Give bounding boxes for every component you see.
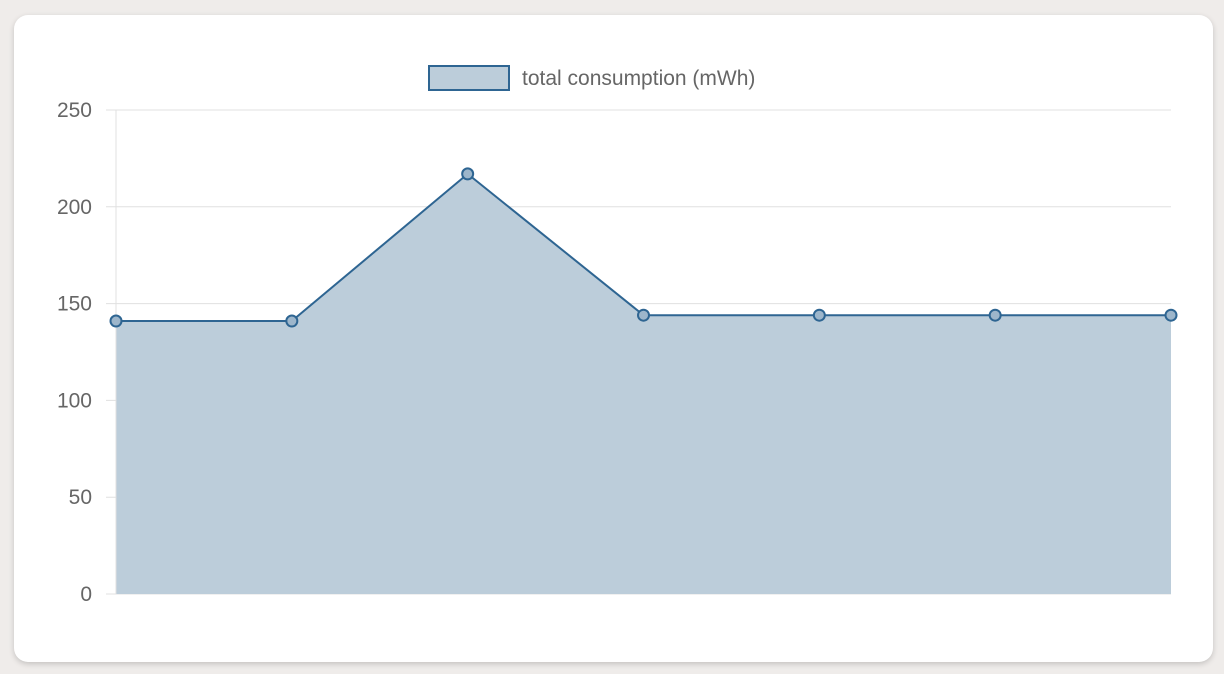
y-tick-label: 150 <box>57 293 92 316</box>
y-tick-label: 100 <box>57 389 92 412</box>
y-tick-label: 0 <box>80 583 92 606</box>
data-points <box>109 167 1178 328</box>
y-tick-label: 50 <box>69 486 92 509</box>
y-tick-label: 250 <box>57 99 92 122</box>
y-tick-labels: 0 50 100 150 200 250 <box>57 99 92 606</box>
legend-label[interactable]: total consumption (mWh) <box>522 67 755 90</box>
data-point <box>461 167 475 181</box>
data-point <box>988 308 1002 322</box>
data-point <box>109 314 123 328</box>
data-point <box>1164 308 1178 322</box>
series-area-layer <box>116 172 1171 594</box>
y-tick-label: 200 <box>57 196 92 219</box>
series-line <box>116 172 1171 323</box>
legend-swatch[interactable] <box>428 65 510 91</box>
data-point <box>285 314 299 328</box>
data-point <box>637 308 650 322</box>
legend[interactable]: total consumption (mWh) <box>428 65 755 91</box>
data-point <box>812 308 826 322</box>
series-area-fill <box>116 173 1171 594</box>
